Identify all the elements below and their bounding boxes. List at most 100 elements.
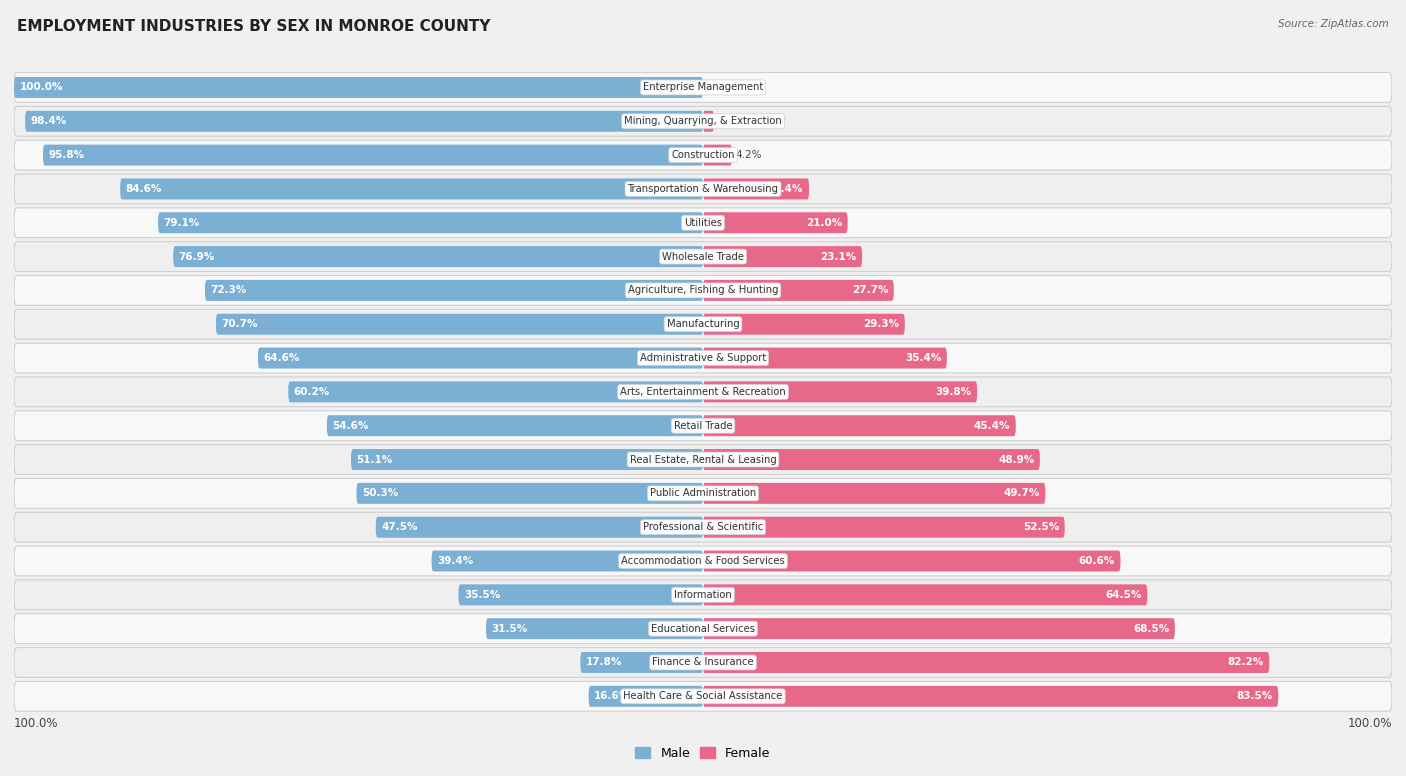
FancyBboxPatch shape — [703, 178, 808, 199]
Text: 76.9%: 76.9% — [179, 251, 215, 262]
Text: Mining, Quarrying, & Extraction: Mining, Quarrying, & Extraction — [624, 116, 782, 126]
Text: 29.3%: 29.3% — [863, 319, 900, 329]
FancyBboxPatch shape — [458, 584, 703, 605]
FancyBboxPatch shape — [703, 618, 1175, 639]
FancyBboxPatch shape — [14, 208, 1392, 237]
Text: 100.0%: 100.0% — [20, 82, 63, 92]
FancyBboxPatch shape — [703, 381, 977, 403]
Text: Transportation & Warehousing: Transportation & Warehousing — [627, 184, 779, 194]
Text: Accommodation & Food Services: Accommodation & Food Services — [621, 556, 785, 566]
FancyBboxPatch shape — [14, 648, 1392, 677]
FancyBboxPatch shape — [703, 550, 1121, 571]
FancyBboxPatch shape — [14, 546, 1392, 576]
Text: 79.1%: 79.1% — [163, 218, 200, 227]
FancyBboxPatch shape — [703, 652, 1270, 673]
FancyBboxPatch shape — [703, 111, 714, 132]
Text: Retail Trade: Retail Trade — [673, 421, 733, 431]
Text: 50.3%: 50.3% — [361, 488, 398, 498]
Text: 64.5%: 64.5% — [1105, 590, 1142, 600]
Text: Agriculture, Fishing & Hunting: Agriculture, Fishing & Hunting — [627, 286, 779, 296]
Text: Source: ZipAtlas.com: Source: ZipAtlas.com — [1278, 19, 1389, 29]
FancyBboxPatch shape — [703, 483, 1046, 504]
Text: 60.2%: 60.2% — [294, 387, 330, 397]
Text: 4.2%: 4.2% — [735, 150, 762, 160]
FancyBboxPatch shape — [14, 377, 1392, 407]
Text: 17.8%: 17.8% — [586, 657, 623, 667]
Text: 72.3%: 72.3% — [211, 286, 247, 296]
Text: 45.4%: 45.4% — [974, 421, 1011, 431]
Text: Health Care & Social Assistance: Health Care & Social Assistance — [623, 691, 783, 702]
FancyBboxPatch shape — [486, 618, 703, 639]
FancyBboxPatch shape — [703, 246, 862, 267]
FancyBboxPatch shape — [14, 411, 1392, 441]
Text: Wholesale Trade: Wholesale Trade — [662, 251, 744, 262]
Text: 35.5%: 35.5% — [464, 590, 501, 600]
FancyBboxPatch shape — [14, 73, 1392, 102]
FancyBboxPatch shape — [120, 178, 703, 199]
FancyBboxPatch shape — [14, 681, 1392, 711]
FancyBboxPatch shape — [589, 686, 703, 707]
FancyBboxPatch shape — [288, 381, 703, 403]
Text: 1.6%: 1.6% — [717, 116, 744, 126]
Text: 64.6%: 64.6% — [263, 353, 299, 363]
FancyBboxPatch shape — [703, 213, 848, 234]
FancyBboxPatch shape — [352, 449, 703, 470]
FancyBboxPatch shape — [14, 241, 1392, 272]
Text: Administrative & Support: Administrative & Support — [640, 353, 766, 363]
Text: 15.4%: 15.4% — [768, 184, 804, 194]
Text: 84.6%: 84.6% — [125, 184, 162, 194]
Text: 0.0%: 0.0% — [706, 82, 733, 92]
Text: Arts, Entertainment & Recreation: Arts, Entertainment & Recreation — [620, 387, 786, 397]
Text: Public Administration: Public Administration — [650, 488, 756, 498]
Text: 39.4%: 39.4% — [437, 556, 474, 566]
FancyBboxPatch shape — [257, 348, 703, 369]
FancyBboxPatch shape — [217, 314, 703, 334]
FancyBboxPatch shape — [703, 280, 894, 301]
FancyBboxPatch shape — [14, 174, 1392, 204]
FancyBboxPatch shape — [703, 449, 1040, 470]
Text: EMPLOYMENT INDUSTRIES BY SEX IN MONROE COUNTY: EMPLOYMENT INDUSTRIES BY SEX IN MONROE C… — [17, 19, 491, 34]
FancyBboxPatch shape — [357, 483, 703, 504]
Text: 100.0%: 100.0% — [14, 717, 59, 730]
FancyBboxPatch shape — [14, 275, 1392, 305]
FancyBboxPatch shape — [14, 106, 1392, 136]
FancyBboxPatch shape — [14, 140, 1392, 170]
FancyBboxPatch shape — [703, 415, 1015, 436]
Text: 39.8%: 39.8% — [935, 387, 972, 397]
FancyBboxPatch shape — [44, 144, 703, 165]
Text: 31.5%: 31.5% — [492, 624, 527, 634]
Text: Construction: Construction — [671, 150, 735, 160]
FancyBboxPatch shape — [703, 686, 1278, 707]
FancyBboxPatch shape — [14, 77, 703, 98]
Text: Utilities: Utilities — [683, 218, 723, 227]
Text: Finance & Insurance: Finance & Insurance — [652, 657, 754, 667]
FancyBboxPatch shape — [703, 314, 905, 334]
FancyBboxPatch shape — [25, 111, 703, 132]
FancyBboxPatch shape — [205, 280, 703, 301]
FancyBboxPatch shape — [14, 580, 1392, 610]
FancyBboxPatch shape — [326, 415, 703, 436]
Text: 51.1%: 51.1% — [357, 455, 392, 465]
FancyBboxPatch shape — [157, 213, 703, 234]
Text: 52.5%: 52.5% — [1024, 522, 1059, 532]
FancyBboxPatch shape — [581, 652, 703, 673]
Text: Real Estate, Rental & Leasing: Real Estate, Rental & Leasing — [630, 455, 776, 465]
FancyBboxPatch shape — [703, 517, 1064, 538]
FancyBboxPatch shape — [703, 144, 733, 165]
FancyBboxPatch shape — [14, 614, 1392, 643]
Text: 70.7%: 70.7% — [221, 319, 257, 329]
Text: 100.0%: 100.0% — [1347, 717, 1392, 730]
Text: 16.6%: 16.6% — [595, 691, 630, 702]
Text: 48.9%: 48.9% — [998, 455, 1035, 465]
Text: 98.4%: 98.4% — [31, 116, 67, 126]
Text: 49.7%: 49.7% — [1004, 488, 1040, 498]
FancyBboxPatch shape — [173, 246, 703, 267]
Text: Manufacturing: Manufacturing — [666, 319, 740, 329]
Text: 68.5%: 68.5% — [1133, 624, 1170, 634]
FancyBboxPatch shape — [375, 517, 703, 538]
Text: 82.2%: 82.2% — [1227, 657, 1264, 667]
FancyBboxPatch shape — [14, 310, 1392, 339]
Text: 35.4%: 35.4% — [905, 353, 942, 363]
FancyBboxPatch shape — [14, 512, 1392, 542]
Text: 60.6%: 60.6% — [1078, 556, 1115, 566]
